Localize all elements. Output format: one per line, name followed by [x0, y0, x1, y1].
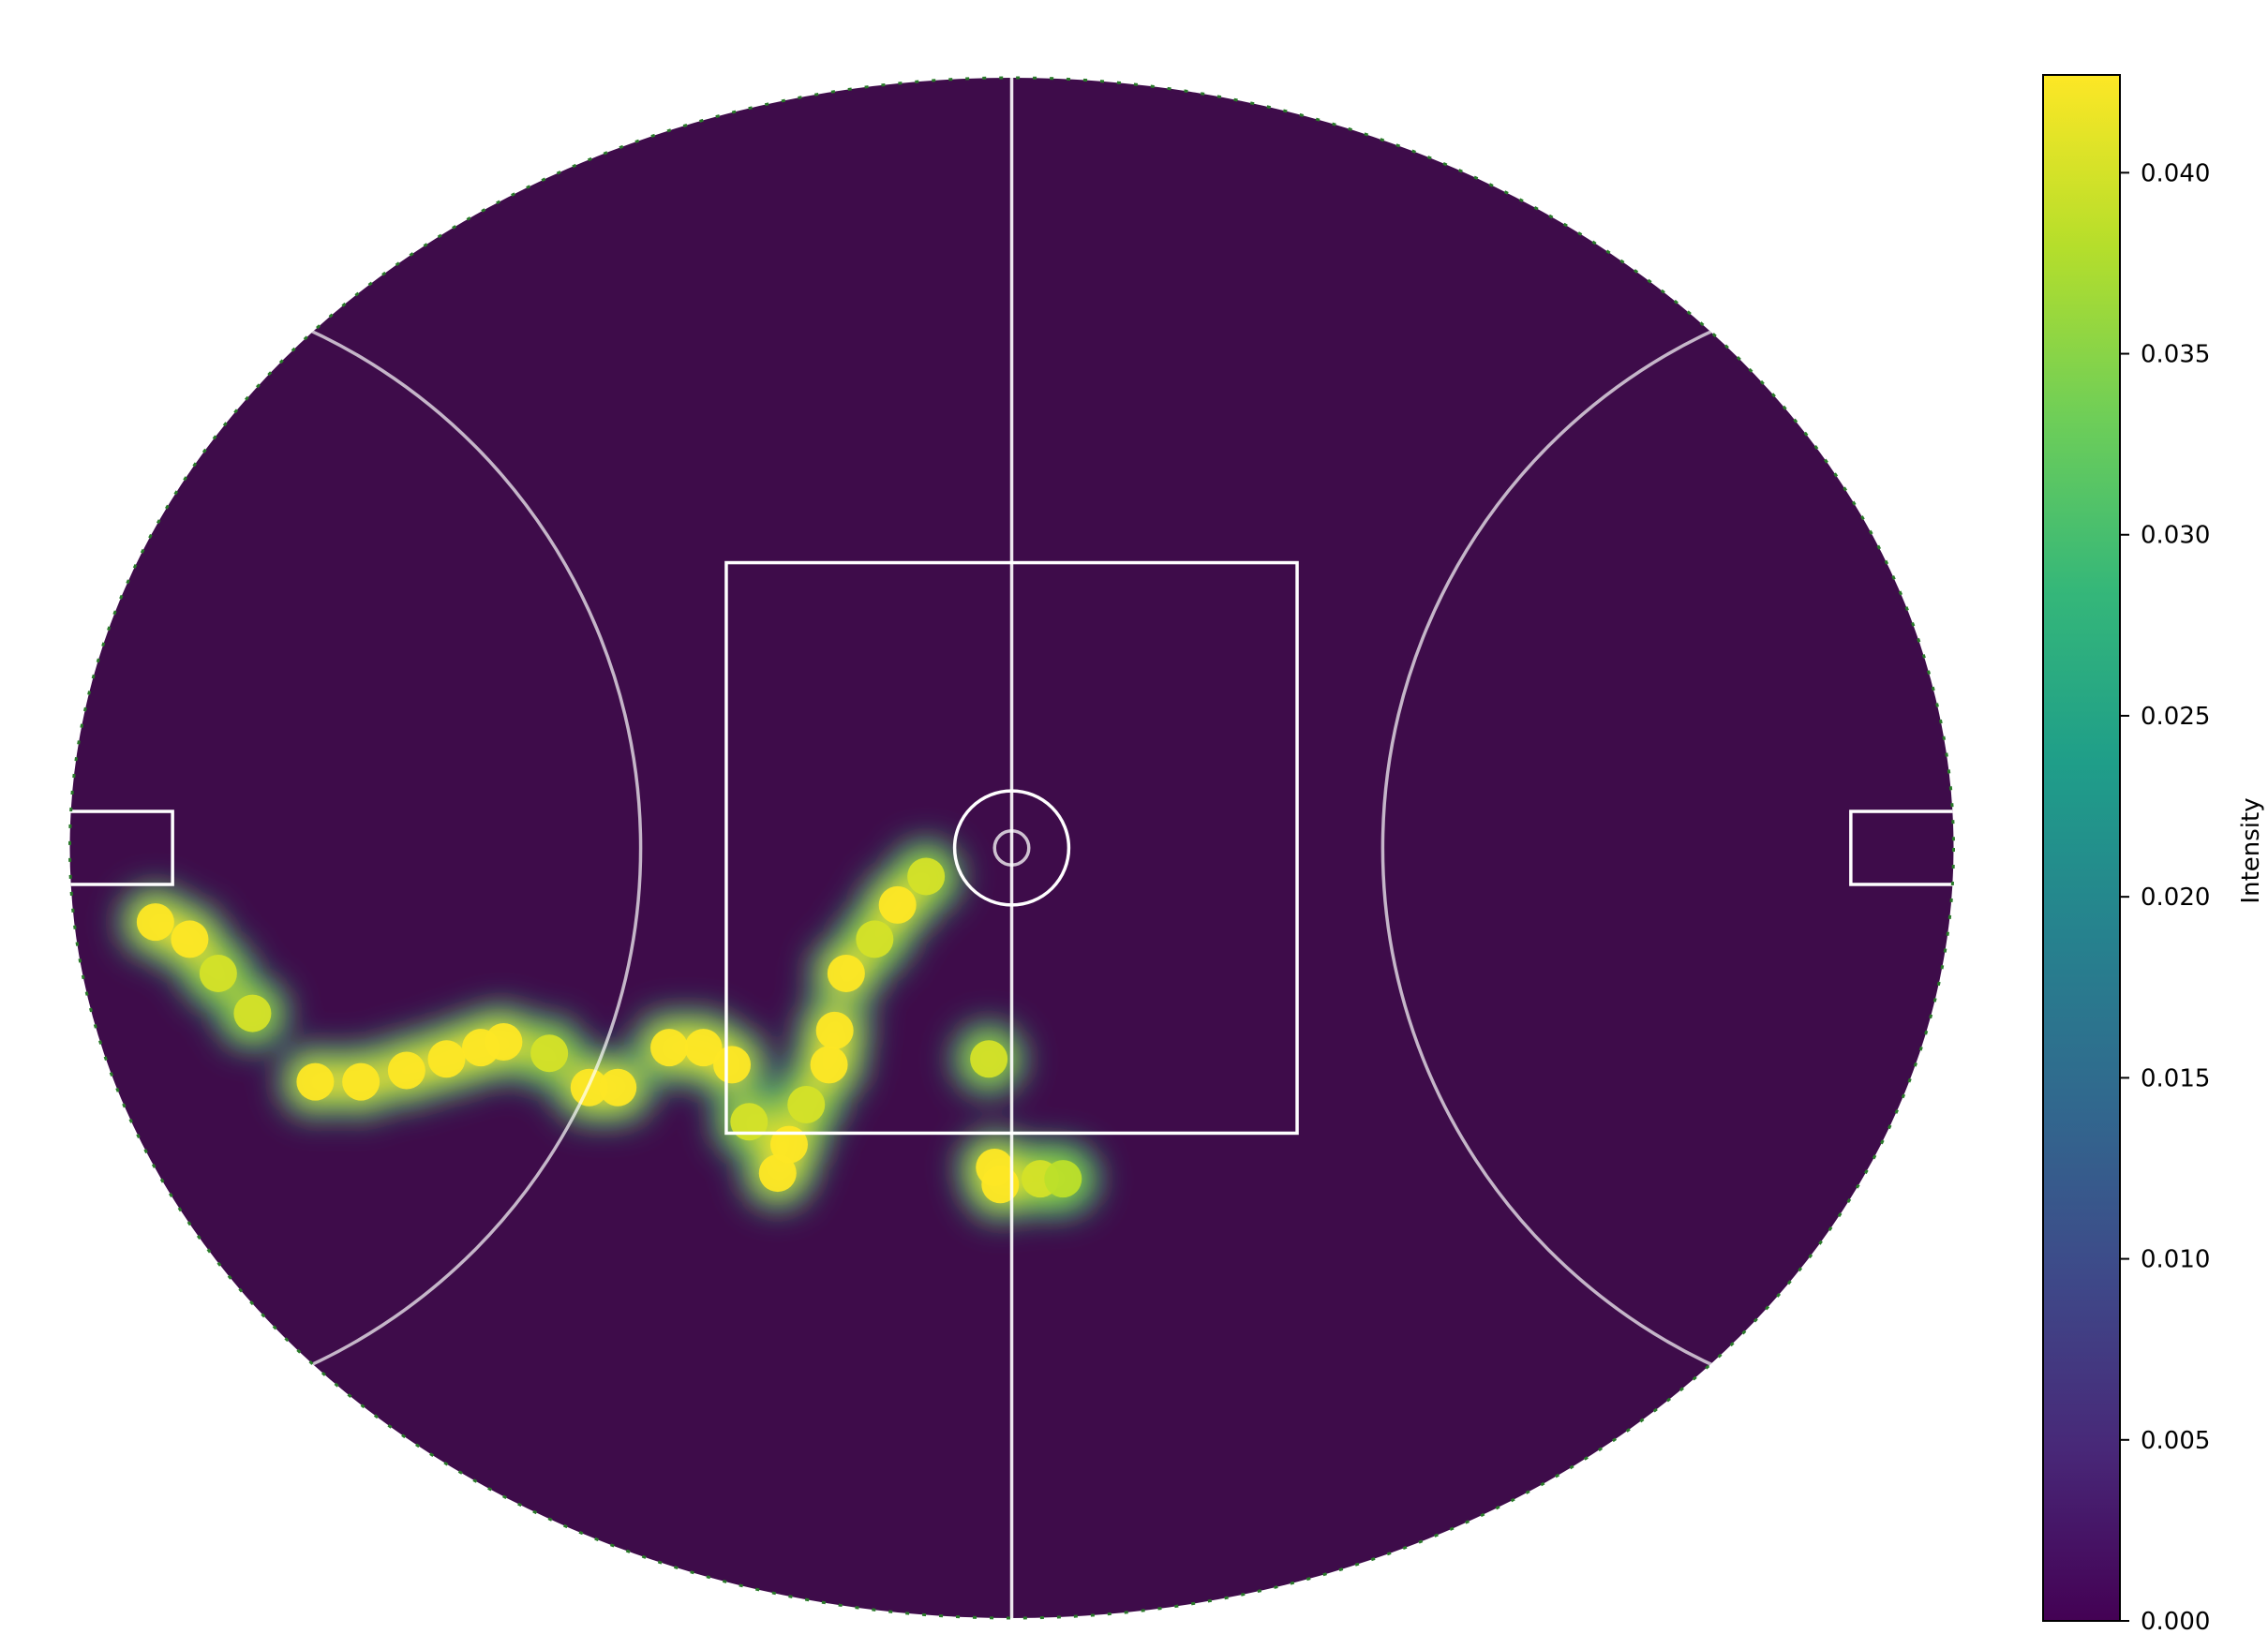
colorbar-ticks: 0.000 0.005 0.010 0.015 0.020 0.025 0.030 0.035… — [2120, 159, 2210, 1636]
heat-point-core — [878, 885, 917, 924]
heat-point-core — [233, 994, 272, 1032]
heat-point-core — [427, 1040, 466, 1078]
heat-point-core — [815, 1011, 854, 1049]
heat-point-core — [810, 1046, 848, 1084]
heat-point-core — [981, 1166, 1020, 1204]
colorbar-tick-label: 0.005 — [2141, 1427, 2210, 1455]
heat-cores — [130, 852, 1088, 1210]
field-boundary — [68, 76, 1955, 1620]
heat-point-core — [827, 954, 865, 992]
heat-point-core — [342, 1062, 380, 1101]
heat-point-core — [758, 1154, 797, 1193]
heat-point-core — [387, 1051, 425, 1090]
heat-point-core — [199, 954, 237, 992]
centre-square — [724, 560, 1299, 1136]
colorbar-tick-label: 0.010 — [2141, 1246, 2210, 1274]
heat-point-core — [787, 1086, 826, 1123]
heat-point-core — [769, 1125, 808, 1164]
heat-point-core — [856, 920, 894, 958]
heat-point-core — [684, 1029, 723, 1067]
heat-point-core — [713, 1046, 752, 1084]
heat-point-core — [1044, 1160, 1082, 1198]
colorbar-tick-label: 0.040 — [2141, 159, 2210, 187]
heat-point-core — [171, 920, 209, 958]
colorbar-tick-label: 0.030 — [2141, 522, 2210, 550]
heat-point-core — [970, 1040, 1008, 1078]
heat-point-core — [599, 1068, 637, 1107]
centre-circle — [952, 789, 1071, 907]
colorbar-tick-label: 0.000 — [2141, 1608, 2210, 1636]
right-50m-arc — [1380, 275, 1954, 1420]
colorbar-label: Intensity — [2237, 797, 2265, 903]
colorbar-tick-label: 0.020 — [2141, 884, 2210, 912]
colorbar-tick-label: 0.025 — [2141, 703, 2210, 731]
heat-point-core — [296, 1062, 335, 1101]
heat-point-core — [730, 1103, 768, 1141]
colorbar: 0.000 0.005 0.010 0.015 0.020 0.025 0.030 0.035… — [2042, 74, 2265, 1636]
heat-point-core — [136, 903, 174, 942]
colorbar-tick-label: 0.015 — [2141, 1064, 2210, 1092]
heat-point-core — [530, 1034, 569, 1073]
heat-point-core — [907, 857, 946, 896]
left-50m-arc — [69, 275, 643, 1420]
heat-point-core — [485, 1023, 523, 1062]
heat-point-core — [650, 1029, 689, 1067]
centre-dot — [992, 828, 1031, 868]
left-goal-square — [69, 810, 174, 886]
heat-layer — [119, 840, 1099, 1221]
heat-core-fill — [136, 857, 1082, 1204]
right-goal-square — [1849, 810, 1954, 886]
colorbar-tick-label: 0.035 — [2141, 341, 2210, 369]
colorbar-gradient — [2042, 74, 2121, 1622]
